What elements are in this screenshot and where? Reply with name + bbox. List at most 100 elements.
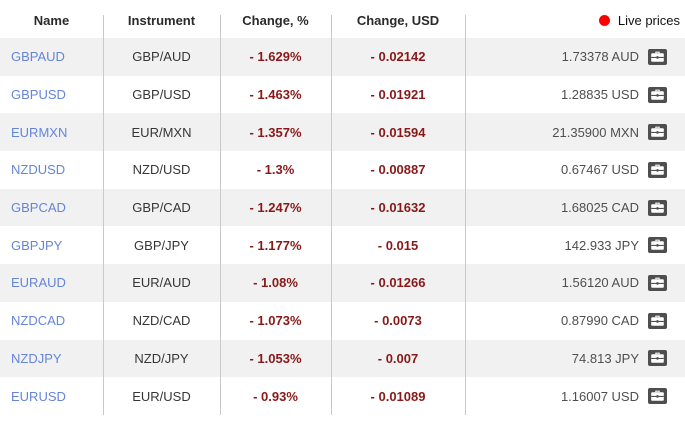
table-row: NZDJPY NZD/JPY - 1.053% - 0.007 74.813 J… <box>0 339 685 378</box>
price-cell: 1.16007 USD <box>465 388 685 405</box>
live-dot-icon <box>598 15 610 26</box>
symbol-link[interactable]: EURAUD <box>11 275 66 291</box>
table-row: NZDCAD NZD/CAD - 1.073% - 0.0073 0.87990… <box>0 301 685 340</box>
price-value: 142.933 JPY <box>564 237 639 253</box>
symbol-cell: EURMXN <box>0 125 103 140</box>
trade-button[interactable] <box>648 48 667 65</box>
table-row: EURUSD EUR/USD - 0.93% - 0.01089 1.16007… <box>0 377 685 415</box>
price-cell: 142.933 JPY <box>465 237 685 254</box>
symbol-cell: EURUSD <box>0 389 103 404</box>
instrument-cell: GBP/JPY <box>134 237 189 253</box>
symbol-cell: GBPJPY <box>0 238 103 253</box>
change-usd-cell: - 0.007 <box>377 350 419 366</box>
symbol-cell: NZDUSD <box>0 162 103 177</box>
briefcase-icon <box>648 86 667 103</box>
trade-button[interactable] <box>648 161 667 178</box>
trade-button[interactable] <box>648 312 667 329</box>
briefcase-icon <box>648 237 667 254</box>
instrument-cell: NZD/CAD <box>132 313 191 329</box>
symbol-link[interactable]: EURMXN <box>11 124 68 140</box>
instrument-cell: NZD/JPY <box>134 350 189 366</box>
trade-button[interactable] <box>648 199 667 216</box>
change-percent-cell: - 1.357% <box>249 124 302 140</box>
briefcase-icon <box>648 274 667 291</box>
trade-button[interactable] <box>648 274 667 291</box>
briefcase-icon <box>648 199 667 216</box>
price-cell: 1.73378 AUD <box>465 48 685 65</box>
briefcase-icon <box>648 388 667 405</box>
change-usd-cell: - 0.0073 <box>374 313 422 329</box>
table-header-row: Name Instrument Change, % Change, USD Li… <box>0 0 685 38</box>
instrument-cell: GBP/USD <box>132 87 191 103</box>
change-usd-cell: - 0.01921 <box>370 87 426 103</box>
change-usd-cell: - 0.01632 <box>370 200 426 216</box>
symbol-cell: GBPCAD <box>0 200 103 215</box>
price-cell: 74.813 JPY <box>465 350 685 367</box>
price-cell: 0.87990 CAD <box>465 312 685 329</box>
table-body: GBPAUD GBP/AUD - 1.629% - 0.02142 1.7337… <box>0 38 685 415</box>
column-header-change-pct: Change, % <box>242 13 309 28</box>
change-percent-cell: - 1.177% <box>249 237 302 253</box>
symbol-cell: NZDCAD <box>0 313 103 328</box>
change-usd-cell: - 0.01089 <box>370 388 426 404</box>
price-cell: 0.67467 USD <box>465 161 685 178</box>
price-value: 74.813 JPY <box>571 350 639 366</box>
column-header-live-prices: Live prices <box>465 10 685 28</box>
instrument-cell: EUR/AUD <box>132 275 191 291</box>
table-row: EURMXN EUR/MXN - 1.357% - 0.01594 21.359… <box>0 113 685 152</box>
column-header-change-usd: Change, USD <box>356 13 440 28</box>
change-usd-cell: - 0.02142 <box>370 49 426 65</box>
briefcase-icon <box>648 48 667 65</box>
trade-button[interactable] <box>648 86 667 103</box>
price-value: 1.73378 AUD <box>561 49 639 65</box>
change-percent-cell: - 0.93% <box>253 388 298 404</box>
trade-button[interactable] <box>648 388 667 405</box>
price-value: 1.68025 CAD <box>560 200 639 216</box>
symbol-link[interactable]: GBPCAD <box>11 200 66 216</box>
column-header-name: Name <box>33 13 70 28</box>
symbol-link[interactable]: GBPUSD <box>11 87 66 103</box>
price-value: 1.16007 USD <box>560 388 639 404</box>
symbol-link[interactable]: NZDJPY <box>11 350 62 366</box>
change-usd-cell: - 0.00887 <box>370 162 426 178</box>
table-row: NZDUSD NZD/USD - 1.3% - 0.00887 0.67467 … <box>0 151 685 189</box>
symbol-link[interactable]: GBPAUD <box>11 49 65 65</box>
price-value: 0.67467 USD <box>560 162 639 178</box>
symbol-cell: GBPAUD <box>0 49 103 64</box>
instrument-cell: EUR/USD <box>132 388 191 404</box>
change-percent-cell: - 1.073% <box>249 313 302 329</box>
table-row: GBPJPY GBP/JPY - 1.177% - 0.015 142.933 … <box>0 226 685 265</box>
price-value: 1.56120 AUD <box>561 275 639 291</box>
instrument-cell: GBP/AUD <box>132 49 191 65</box>
change-usd-cell: - 0.01594 <box>370 124 426 140</box>
change-usd-cell: - 0.015 <box>377 237 419 253</box>
change-percent-cell: - 1.053% <box>249 350 302 366</box>
change-percent-cell: - 1.247% <box>249 200 302 216</box>
symbol-link[interactable]: GBPJPY <box>11 237 63 253</box>
symbol-link[interactable]: NZDUSD <box>11 162 66 178</box>
live-prices-label: Live prices <box>617 13 680 28</box>
briefcase-icon <box>648 161 667 178</box>
table-row: GBPAUD GBP/AUD - 1.629% - 0.02142 1.7337… <box>0 38 685 76</box>
quotes-table: Name Instrument Change, % Change, USD Li… <box>0 0 685 415</box>
trade-button[interactable] <box>648 350 667 367</box>
instrument-cell: GBP/CAD <box>132 200 191 216</box>
price-value: 1.28835 USD <box>560 87 639 103</box>
table-row: GBPCAD GBP/CAD - 1.247% - 0.01632 1.6802… <box>0 188 685 227</box>
price-cell: 21.35900 MXN <box>465 124 685 141</box>
trade-button[interactable] <box>648 237 667 254</box>
briefcase-icon <box>648 312 667 329</box>
price-value: 21.35900 MXN <box>552 124 639 140</box>
instrument-cell: EUR/MXN <box>131 124 192 140</box>
symbol-link[interactable]: EURUSD <box>11 388 66 404</box>
column-header-instrument: Instrument <box>127 13 196 28</box>
table-row: EURAUD EUR/AUD - 1.08% - 0.01266 1.56120… <box>0 264 685 302</box>
symbol-cell: EURAUD <box>0 275 103 290</box>
symbol-cell: NZDJPY <box>0 351 103 366</box>
symbol-link[interactable]: NZDCAD <box>11 313 66 329</box>
change-percent-cell: - 1.08% <box>253 275 298 291</box>
trade-button[interactable] <box>648 124 667 141</box>
instrument-cell: NZD/USD <box>132 162 191 178</box>
table-row: GBPUSD GBP/USD - 1.463% - 0.01921 1.2883… <box>0 75 685 114</box>
